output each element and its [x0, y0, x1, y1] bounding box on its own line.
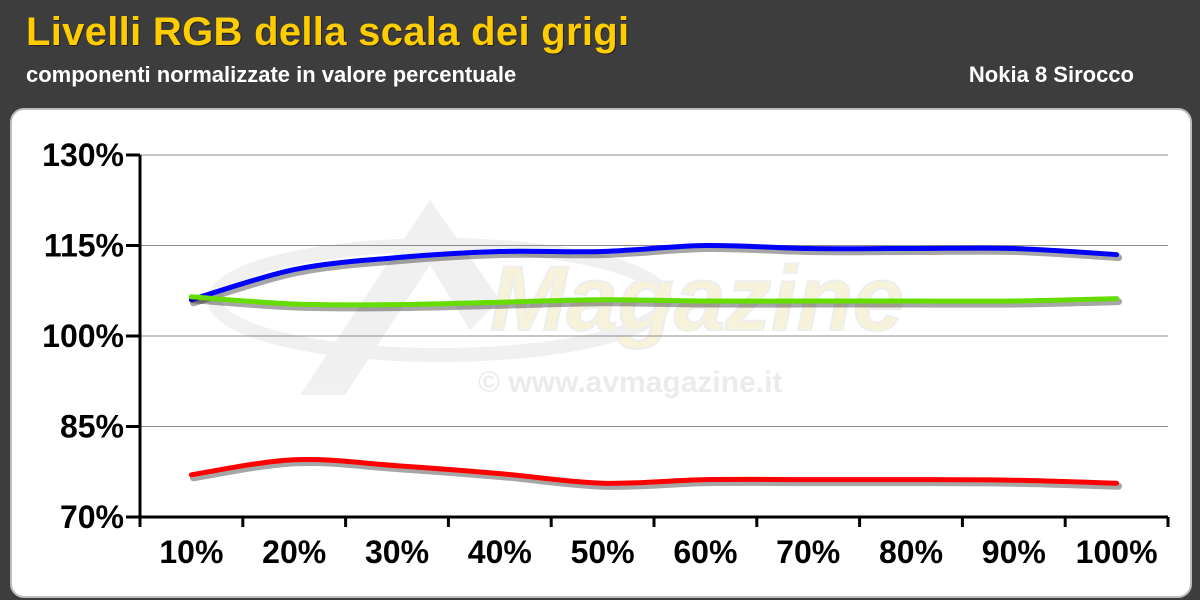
- x-tick-label: 80%: [879, 534, 943, 570]
- x-tick-label: 90%: [982, 534, 1046, 570]
- x-tick-label: 40%: [468, 534, 532, 570]
- x-tick-label: 60%: [673, 534, 737, 570]
- x-tick-label: 10%: [159, 534, 223, 570]
- x-axis-ticks: 10% 20% 30% 40% 50% 60% 70% 80% 90% 100%: [138, 517, 1170, 570]
- grid-lines: [140, 154, 1168, 427]
- y-tick-label: 100%: [42, 318, 124, 354]
- y-tick-label: 85%: [60, 409, 124, 445]
- y-axis-ticks: 130% 115% 100% 85% 70%: [42, 137, 140, 535]
- y-tick-label: 130%: [42, 137, 124, 173]
- data-series: [188, 242, 1123, 490]
- x-tick-label: 30%: [365, 534, 429, 570]
- x-tick-label: 70%: [776, 534, 840, 570]
- y-tick-label: 70%: [60, 499, 124, 535]
- watermark-logo-shape: [300, 200, 500, 395]
- red-series-line: [188, 456, 1120, 486]
- blue-series-line: [188, 242, 1120, 303]
- green-series-line-shadow: [189, 296, 1123, 312]
- y-tick-label: 115%: [44, 228, 124, 264]
- x-tick-label: 20%: [262, 534, 326, 570]
- x-tick-label: 100%: [1076, 534, 1158, 570]
- chart-title: Livelli RGB della scala dei grigi: [26, 10, 630, 54]
- red-series-line-shadow: [189, 458, 1123, 490]
- device-name: Nokia 8 Sirocco: [968, 62, 1134, 87]
- blue-series-line-shadow: [189, 244, 1123, 307]
- x-tick-label: 50%: [571, 534, 635, 570]
- watermark-url: © www.avmagazine.it: [478, 366, 782, 399]
- chart-subtitle: componenti normalizzate in valore percen…: [26, 62, 517, 87]
- green-series-line: [188, 294, 1120, 308]
